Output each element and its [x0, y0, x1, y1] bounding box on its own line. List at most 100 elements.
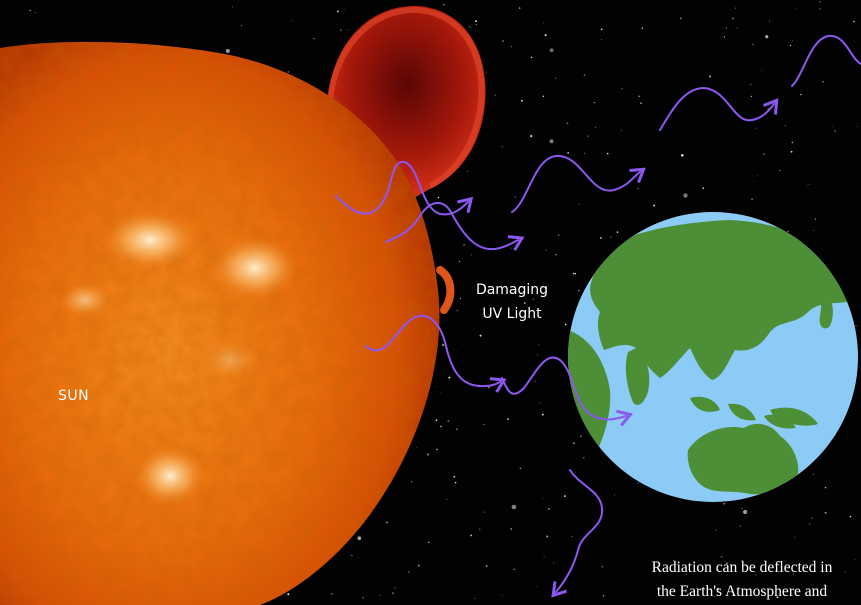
star — [340, 29, 342, 32]
star — [806, 185, 808, 187]
star — [501, 594, 504, 596]
uv-wave-deflected-down — [551, 469, 604, 598]
earth — [568, 212, 858, 502]
star — [768, 20, 771, 22]
star — [824, 511, 827, 514]
star — [787, 230, 789, 233]
uv-wave-sun-left — [335, 160, 474, 216]
star — [362, 597, 364, 599]
star — [439, 391, 441, 393]
star — [428, 541, 430, 543]
star — [638, 95, 640, 98]
star — [330, 592, 333, 595]
star — [535, 585, 537, 587]
star — [564, 323, 567, 326]
australia-landmass — [687, 423, 799, 495]
star — [811, 517, 813, 519]
star — [619, 514, 620, 515]
star — [808, 523, 811, 525]
star — [600, 28, 603, 31]
star — [555, 77, 557, 79]
star — [715, 529, 717, 531]
star — [417, 564, 420, 567]
star — [511, 247, 513, 249]
uv-wave-sun-lower — [385, 202, 525, 251]
star — [448, 376, 451, 379]
star — [470, 254, 472, 256]
star — [579, 435, 582, 438]
star — [578, 203, 580, 205]
star — [637, 482, 639, 484]
star — [791, 40, 793, 42]
star — [791, 141, 794, 144]
star — [610, 236, 612, 238]
star — [743, 509, 748, 515]
star — [394, 587, 396, 589]
uv-waves — [335, 34, 861, 598]
star — [844, 571, 846, 573]
star — [794, 536, 796, 538]
star — [731, 17, 734, 20]
star — [792, 573, 794, 575]
star — [474, 598, 476, 600]
uv-wave-top-right — [511, 154, 646, 213]
star — [357, 536, 362, 540]
star — [621, 88, 623, 90]
star — [232, 6, 234, 8]
star — [804, 592, 807, 595]
star — [549, 139, 554, 144]
star — [795, 8, 797, 10]
star — [696, 568, 699, 571]
star — [511, 504, 517, 510]
star — [683, 193, 688, 198]
star — [485, 565, 488, 567]
star — [755, 127, 757, 129]
star — [735, 7, 737, 9]
star — [583, 74, 586, 76]
star — [506, 418, 509, 421]
star — [483, 511, 486, 514]
uv-light-label: Damaging UV Light — [460, 278, 564, 326]
star — [549, 48, 554, 53]
uv-wave-exit-top — [791, 34, 861, 87]
star — [443, 4, 445, 6]
star — [564, 495, 566, 498]
star — [529, 134, 533, 138]
star — [442, 344, 444, 346]
star — [453, 475, 456, 478]
star — [436, 448, 438, 451]
star — [753, 180, 755, 182]
star — [819, 0, 822, 3]
star — [466, 170, 469, 172]
star — [616, 231, 619, 233]
star — [726, 27, 727, 29]
star — [761, 69, 763, 71]
star — [416, 446, 418, 448]
star — [779, 169, 781, 172]
star — [653, 204, 656, 207]
star — [755, 574, 757, 576]
atmosphere-note-line1: Radiation can be deflected in — [651, 559, 833, 576]
star — [437, 196, 440, 199]
star — [594, 127, 597, 129]
star — [640, 102, 643, 105]
star — [504, 293, 506, 295]
star — [573, 442, 575, 445]
star — [542, 22, 544, 24]
star — [407, 570, 410, 573]
star — [478, 528, 481, 530]
star — [542, 497, 544, 500]
star — [502, 40, 505, 43]
star — [600, 237, 602, 239]
star — [736, 27, 739, 29]
star — [351, 554, 353, 557]
star — [578, 290, 580, 292]
star — [834, 130, 837, 132]
prominence-rim — [327, 6, 485, 189]
star — [347, 29, 349, 31]
uv-wave-earth-hit — [501, 356, 633, 427]
uv-wave-middle — [365, 314, 507, 393]
star — [818, 7, 821, 10]
star — [601, 39, 603, 40]
